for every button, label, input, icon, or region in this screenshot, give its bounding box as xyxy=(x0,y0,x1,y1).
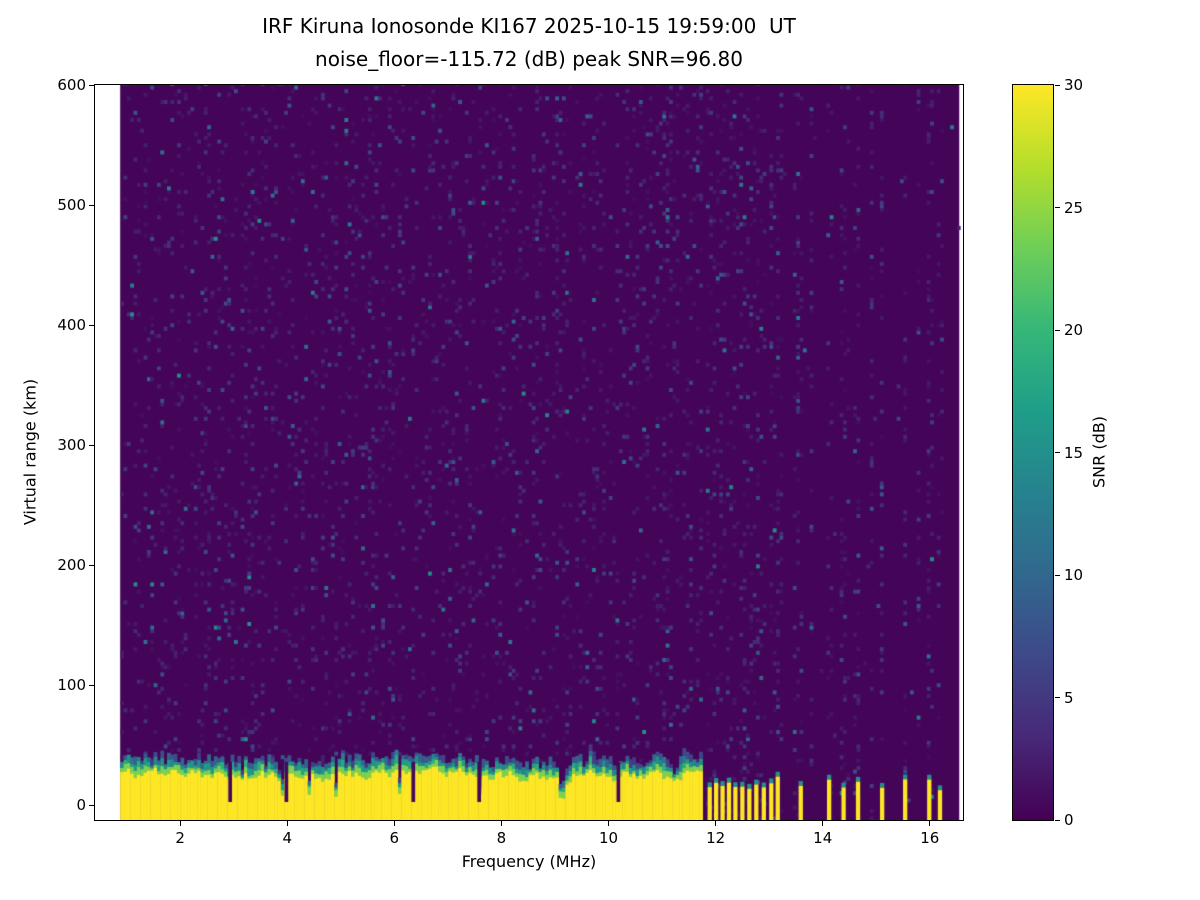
y-tick-label: 200 xyxy=(57,556,86,574)
x-tick-label: 6 xyxy=(389,829,400,847)
colorbar-tick xyxy=(1055,329,1060,331)
colorbar-tick xyxy=(1055,452,1060,453)
colorbar-tick-label: 5 xyxy=(1064,688,1074,707)
y-tick-label: 600 xyxy=(57,76,86,94)
y-axis-label: Virtual range (km) xyxy=(20,378,40,526)
colorbar-label: SNR (dB) xyxy=(1089,416,1109,488)
colorbar-tick xyxy=(1055,574,1060,576)
colorbar-tick-label: 15 xyxy=(1064,443,1084,462)
ionogram-canvas xyxy=(95,85,963,820)
x-tick xyxy=(608,821,610,826)
colorbar-tick-label: 25 xyxy=(1064,198,1084,217)
colorbar-tick xyxy=(1055,697,1060,698)
y-tick-label: 500 xyxy=(57,196,86,214)
y-tick-label: 100 xyxy=(57,676,86,694)
colorbar-tick xyxy=(1055,819,1060,821)
x-tick-label: 16 xyxy=(920,829,940,847)
colorbar-canvas xyxy=(1013,85,1053,820)
plot-subtitle: noise_floor=-115.72 (dB) peak SNR=96.80 xyxy=(315,47,743,71)
y-tick xyxy=(89,684,94,686)
x-tick xyxy=(393,821,395,826)
colorbar-tick-label: 10 xyxy=(1064,566,1084,584)
y-tick-label: 0 xyxy=(76,796,86,814)
colorbar-tick-label: 20 xyxy=(1064,321,1084,339)
colorbar-tick-label: 0 xyxy=(1064,811,1074,829)
x-tick xyxy=(179,821,181,826)
y-tick xyxy=(89,804,94,806)
y-tick xyxy=(89,84,94,86)
y-tick xyxy=(89,204,94,206)
y-tick xyxy=(89,324,94,326)
plot-title: IRF Kiruna Ionosonde KI167 2025-10-15 19… xyxy=(262,14,796,38)
x-tick-label: 12 xyxy=(706,829,726,847)
colorbar-tick xyxy=(1055,84,1060,86)
x-tick-label: 4 xyxy=(282,829,293,847)
x-tick-label: 10 xyxy=(598,829,619,847)
x-tick xyxy=(822,821,824,826)
ionogram-plot xyxy=(94,84,964,821)
colorbar-tick-label: 30 xyxy=(1064,76,1084,94)
y-tick xyxy=(89,444,94,446)
x-tick xyxy=(929,821,931,826)
y-tick-label: 300 xyxy=(57,436,86,454)
y-tick xyxy=(89,564,94,566)
y-tick-label: 400 xyxy=(57,316,86,334)
x-tick xyxy=(500,821,502,826)
colorbar xyxy=(1012,84,1054,821)
x-tick-label: 2 xyxy=(175,829,185,847)
x-tick xyxy=(715,821,717,826)
x-tick-label: 14 xyxy=(813,829,833,847)
x-tick-label: 8 xyxy=(496,829,507,847)
x-axis-label: Frequency (MHz) xyxy=(461,852,597,871)
x-tick xyxy=(286,821,288,826)
colorbar-tick xyxy=(1055,207,1060,208)
